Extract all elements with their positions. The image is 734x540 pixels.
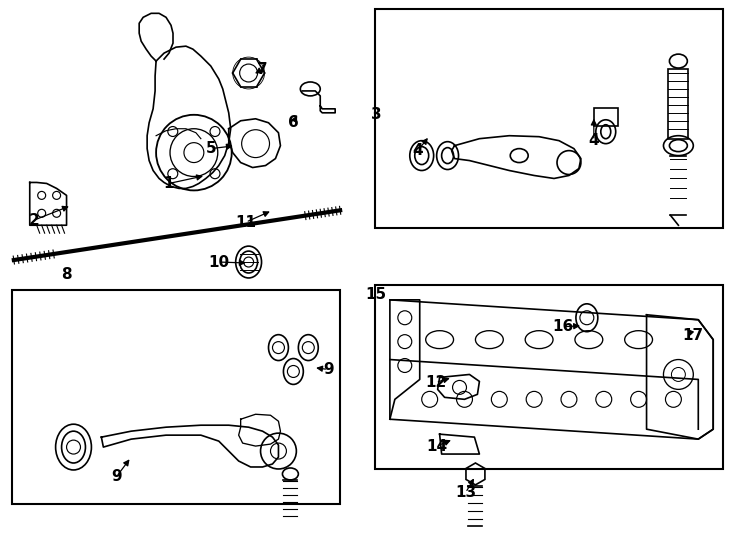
Text: 12: 12 (425, 375, 446, 390)
Text: 3: 3 (371, 107, 381, 122)
Text: 11: 11 (235, 215, 256, 230)
Text: 14: 14 (426, 438, 447, 454)
Text: 9: 9 (111, 469, 122, 484)
Bar (669, 69, 688, 139)
Text: 10: 10 (208, 254, 229, 269)
Text: 15: 15 (366, 287, 387, 302)
Bar (375, 9, 723, 228)
Bar (375, 285, 723, 469)
Text: 6: 6 (288, 115, 299, 130)
Text: 4: 4 (589, 133, 599, 148)
Text: 13: 13 (455, 485, 476, 501)
Text: 16: 16 (553, 319, 573, 334)
Text: 9: 9 (323, 362, 333, 377)
Bar (12, 290, 340, 504)
Bar (594, 108, 618, 126)
Text: 17: 17 (683, 328, 704, 343)
Text: 2: 2 (29, 213, 39, 228)
Text: 5: 5 (206, 141, 216, 156)
Text: 8: 8 (61, 267, 72, 282)
Text: 4: 4 (413, 143, 423, 158)
Text: 7: 7 (257, 62, 268, 77)
Text: 1: 1 (164, 176, 174, 191)
